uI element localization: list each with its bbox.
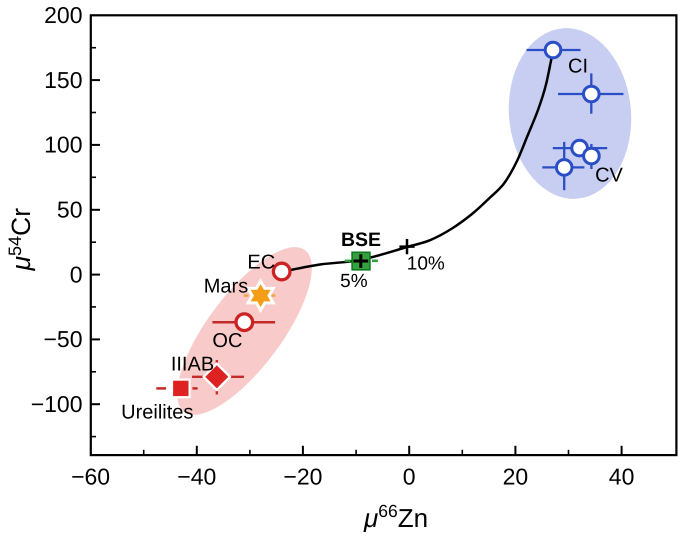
svg-text:20: 20 xyxy=(503,463,529,489)
svg-text:−100: −100 xyxy=(31,391,83,417)
svg-text:40: 40 xyxy=(609,463,635,489)
svg-text:Ureilites: Ureilites xyxy=(121,402,193,424)
svg-text:−20: −20 xyxy=(283,463,322,489)
svg-text:−60: −60 xyxy=(71,463,110,489)
svg-text:CI: CI xyxy=(568,55,588,77)
svg-text:BSE: BSE xyxy=(341,229,381,251)
svg-text:100: 100 xyxy=(44,132,82,158)
svg-text:50: 50 xyxy=(57,197,83,223)
svg-text:Mars: Mars xyxy=(204,276,248,298)
svg-text:200: 200 xyxy=(44,2,82,28)
svg-text:10%: 10% xyxy=(407,254,445,275)
svg-text:IIIAB: IIIAB xyxy=(171,354,214,376)
svg-text:μ66Zn: μ66Zn xyxy=(363,501,428,533)
svg-text:EC: EC xyxy=(247,251,275,273)
svg-text:0: 0 xyxy=(403,463,416,489)
svg-text:μ54Cr: μ54Cr xyxy=(5,208,36,272)
svg-text:5%: 5% xyxy=(340,271,368,292)
svg-text:−50: −50 xyxy=(43,326,82,352)
svg-text:OC: OC xyxy=(212,330,242,352)
svg-text:CV: CV xyxy=(595,164,623,186)
svg-text:0: 0 xyxy=(70,261,83,287)
svg-text:150: 150 xyxy=(44,67,82,93)
svg-text:−40: −40 xyxy=(177,463,216,489)
